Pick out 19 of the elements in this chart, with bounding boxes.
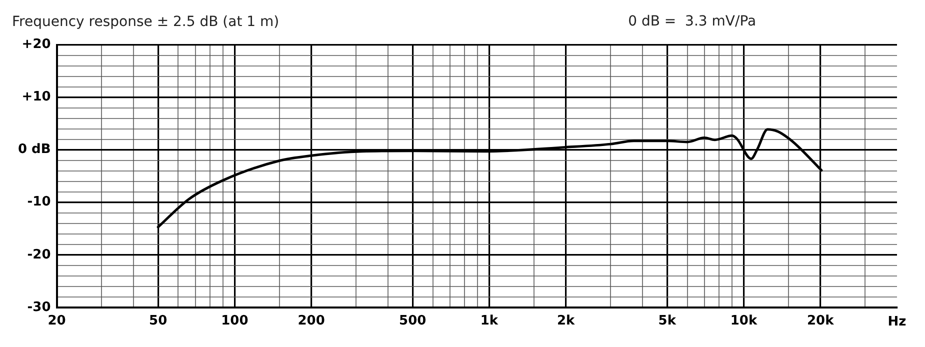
x-tick-label: 50 — [149, 314, 168, 329]
y-tick-label: -30 — [27, 300, 51, 315]
x-axis-title: Hz — [888, 314, 906, 330]
chart-title: Frequency response ± 2.5 dB (at 1 m) — [12, 14, 280, 30]
x-tick-label: 20k — [807, 314, 834, 329]
y-tick-label: 0 dB — [18, 142, 51, 158]
x-tick-label: 5k — [658, 314, 676, 329]
x-tick-label: 20 — [48, 314, 66, 329]
x-tick-label: 10k — [730, 314, 758, 329]
x-tick-label: 100 — [221, 314, 248, 329]
x-tick-label: 200 — [298, 314, 325, 329]
y-tick-label: +20 — [22, 37, 51, 52]
y-tick-label: +10 — [22, 90, 51, 105]
x-tick-label: 500 — [399, 314, 426, 329]
x-tick-label: 2k — [556, 314, 576, 329]
text: 0 dB = 3.3 mV/Pa — [628, 14, 756, 30]
x-tick-label: 1k — [480, 314, 498, 329]
y-tick-label: -10 — [27, 194, 51, 210]
y-tick-label: -20 — [27, 247, 51, 262]
